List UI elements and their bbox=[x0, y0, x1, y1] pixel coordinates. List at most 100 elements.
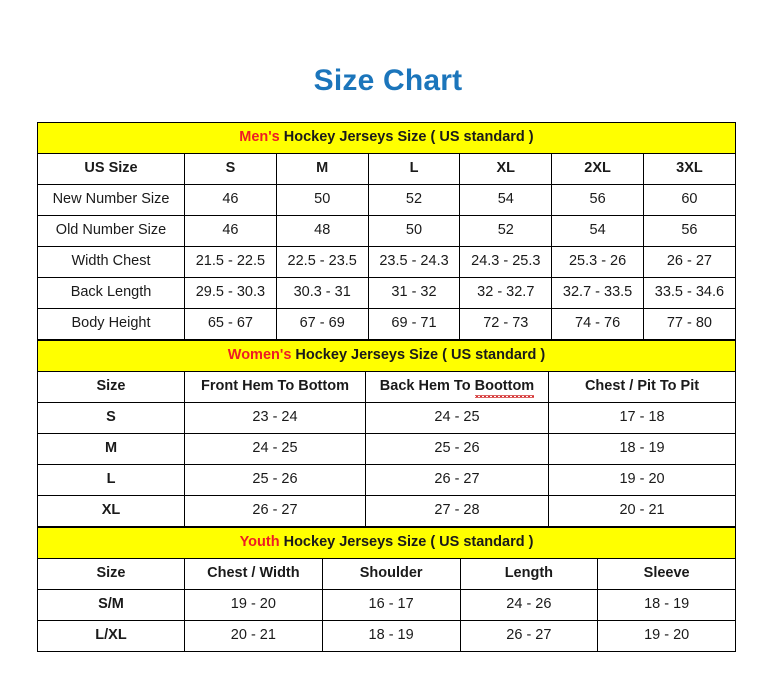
womens-size-label-l: L bbox=[37, 464, 185, 496]
table-cell: 67 - 69 bbox=[275, 308, 369, 340]
youth-size-label-sm: S/M bbox=[37, 589, 185, 621]
table-cell: 31 - 32 bbox=[367, 277, 461, 309]
table-cell: 32.7 - 33.5 bbox=[551, 277, 644, 309]
womens-size-table: Women's Hockey Jerseys Size ( US standar… bbox=[36, 340, 737, 527]
youth-size-table: Youth Hockey Jerseys Size ( US standard … bbox=[36, 527, 737, 652]
womens-banner-row: Women's Hockey Jerseys Size ( US standar… bbox=[36, 340, 737, 372]
table-cell: 16 - 17 bbox=[321, 589, 461, 621]
table-cell: 18 - 19 bbox=[547, 433, 737, 465]
table-cell: 32 - 32.7 bbox=[459, 277, 553, 309]
womens-size-label-m: M bbox=[37, 433, 185, 465]
table-cell: 21.5 - 22.5 bbox=[184, 246, 277, 278]
table-row: S/M 19 - 20 16 - 17 24 - 26 18 - 19 bbox=[37, 589, 737, 621]
mens-header-us-size: US Size bbox=[37, 153, 185, 185]
mens-header-m: M bbox=[275, 153, 369, 185]
table-row: Back Length 29.5 - 30.3 30.3 - 31 31 - 3… bbox=[37, 277, 736, 309]
table-cell: 48 bbox=[275, 215, 369, 247]
womens-header-chest-pit-to-pit: Chest / Pit To Pit bbox=[547, 371, 737, 403]
table-cell: 25 - 26 bbox=[184, 464, 366, 496]
table-row: L/XL 20 - 21 18 - 19 26 - 27 19 - 20 bbox=[37, 620, 737, 652]
mens-section-banner: Men's Hockey Jerseys Size ( US standard … bbox=[37, 122, 736, 154]
youth-header-length: Length bbox=[459, 558, 599, 590]
table-row: S 23 - 24 24 - 25 17 - 18 bbox=[37, 402, 737, 434]
table-cell: 20 - 21 bbox=[184, 620, 323, 652]
table-cell: 24 - 25 bbox=[365, 402, 549, 434]
table-cell: 52 bbox=[367, 184, 461, 216]
youth-category-label: Youth bbox=[239, 534, 280, 551]
table-cell: 26 - 27 bbox=[459, 620, 599, 652]
youth-banner-rest: Hockey Jerseys Size ( US standard ) bbox=[279, 534, 534, 551]
table-cell: 46 bbox=[184, 215, 277, 247]
table-cell: 22.5 - 23.5 bbox=[275, 246, 369, 278]
mens-header-l: L bbox=[367, 153, 461, 185]
spellcheck-typo-word: Boottom bbox=[474, 378, 535, 398]
womens-size-label-xl: XL bbox=[37, 495, 185, 527]
youth-header-sleeve: Sleeve bbox=[597, 558, 737, 590]
table-cell: 60 bbox=[642, 184, 736, 216]
table-cell: 54 bbox=[459, 184, 553, 216]
table-row: Body Height 65 - 67 67 - 69 69 - 71 72 -… bbox=[37, 308, 736, 340]
table-cell: 29.5 - 30.3 bbox=[184, 277, 277, 309]
youth-size-label-lxl: L/XL bbox=[37, 620, 185, 652]
table-cell: 50 bbox=[275, 184, 369, 216]
mens-header-xl: XL bbox=[459, 153, 553, 185]
table-cell: 54 bbox=[551, 215, 644, 247]
table-cell: 65 - 67 bbox=[184, 308, 277, 340]
table-cell: 77 - 80 bbox=[642, 308, 736, 340]
table-cell: 46 bbox=[184, 184, 277, 216]
mens-category-label: Men's bbox=[239, 129, 280, 146]
table-row: M 24 - 25 25 - 26 18 - 19 bbox=[37, 433, 737, 465]
table-cell: 18 - 19 bbox=[597, 589, 737, 621]
page-title: Size Chart bbox=[313, 64, 463, 97]
table-cell: 26 - 27 bbox=[365, 464, 549, 496]
table-cell: 27 - 28 bbox=[365, 495, 549, 527]
table-cell: 19 - 20 bbox=[184, 589, 323, 621]
size-tables-container: Men's Hockey Jerseys Size ( US standard … bbox=[36, 122, 737, 652]
youth-header-chest-width: Chest / Width bbox=[184, 558, 323, 590]
table-cell: 56 bbox=[551, 184, 644, 216]
mens-row-label-back-length: Back Length bbox=[37, 277, 185, 309]
womens-header-back-hem-to-boottom: Back Hem To Boottom bbox=[365, 371, 549, 403]
table-cell: 19 - 20 bbox=[597, 620, 737, 652]
table-cell: 19 - 20 bbox=[547, 464, 737, 496]
womens-header-front-hem-to-bottom: Front Hem To Bottom bbox=[184, 371, 366, 403]
youth-header-size: Size bbox=[37, 558, 185, 590]
youth-header-shoulder: Shoulder bbox=[321, 558, 461, 590]
table-row: Width Chest 21.5 - 22.5 22.5 - 23.5 23.5… bbox=[37, 246, 736, 278]
table-cell: 24 - 25 bbox=[184, 433, 366, 465]
table-cell: 25 - 26 bbox=[365, 433, 549, 465]
mens-header-s: S bbox=[184, 153, 277, 185]
table-row: XL 26 - 27 27 - 28 20 - 21 bbox=[37, 495, 737, 527]
mens-row-label-body-height: Body Height bbox=[37, 308, 185, 340]
womens-category-label: Women's bbox=[227, 347, 292, 364]
womens-header-row: Size Front Hem To Bottom Back Hem To Boo… bbox=[37, 371, 737, 403]
table-cell: 56 bbox=[642, 215, 736, 247]
mens-header-3xl: 3XL bbox=[642, 153, 736, 185]
mens-banner-rest: Hockey Jerseys Size ( US standard ) bbox=[279, 129, 534, 146]
table-cell: 18 - 19 bbox=[321, 620, 461, 652]
womens-size-label-s: S bbox=[37, 402, 185, 434]
womens-section-banner: Women's Hockey Jerseys Size ( US standar… bbox=[36, 340, 737, 372]
table-row: L 25 - 26 26 - 27 19 - 20 bbox=[37, 464, 737, 496]
youth-section-banner: Youth Hockey Jerseys Size ( US standard … bbox=[36, 527, 737, 559]
mens-header-2xl: 2XL bbox=[551, 153, 644, 185]
youth-banner-row: Youth Hockey Jerseys Size ( US standard … bbox=[36, 527, 737, 559]
mens-row-label-width-chest: Width Chest bbox=[37, 246, 185, 278]
table-cell: 24 - 26 bbox=[459, 589, 599, 621]
table-cell: 26 - 27 bbox=[642, 246, 736, 278]
table-cell: 23.5 - 24.3 bbox=[367, 246, 461, 278]
table-cell: 74 - 76 bbox=[551, 308, 644, 340]
mens-size-table: Men's Hockey Jerseys Size ( US standard … bbox=[37, 122, 736, 340]
table-row: New Number Size 46 50 52 54 56 60 bbox=[37, 184, 736, 216]
table-cell: 17 - 18 bbox=[547, 402, 737, 434]
table-cell: 52 bbox=[459, 215, 553, 247]
table-cell: 69 - 71 bbox=[367, 308, 461, 340]
table-cell: 24.3 - 25.3 bbox=[459, 246, 553, 278]
table-cell: 26 - 27 bbox=[184, 495, 366, 527]
table-row: Old Number Size 46 48 50 52 54 56 bbox=[37, 215, 736, 247]
table-cell: 72 - 73 bbox=[459, 308, 553, 340]
mens-header-row: US Size S M L XL 2XL 3XL bbox=[37, 153, 736, 185]
mens-row-label-old-number-size: Old Number Size bbox=[37, 215, 185, 247]
table-cell: 23 - 24 bbox=[184, 402, 366, 434]
